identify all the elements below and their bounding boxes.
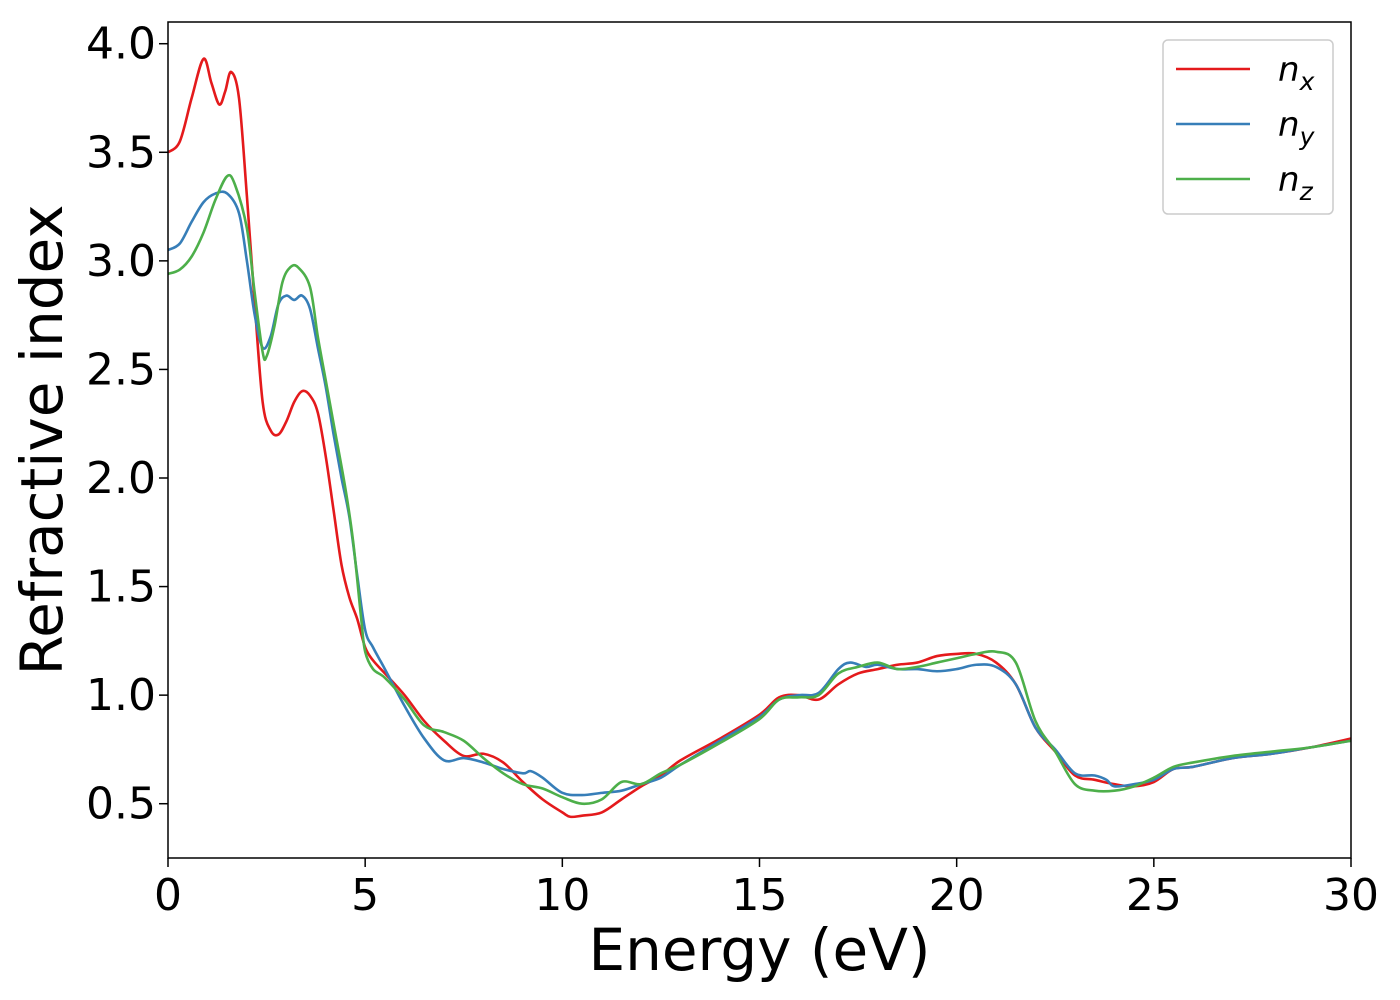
legend-box bbox=[1162, 39, 1334, 215]
y-tick-label: 1.5 bbox=[86, 562, 156, 613]
legend-label-ny: ny bbox=[1278, 105, 1316, 151]
y-tick-label: 3.5 bbox=[86, 127, 156, 178]
y-tick-label: 2.0 bbox=[86, 453, 156, 504]
y-tick-label: 2.5 bbox=[86, 344, 156, 395]
legend-label-nz: nz bbox=[1278, 160, 1314, 206]
series-line-nz bbox=[168, 173, 1351, 806]
legend: nx ny nz bbox=[1162, 39, 1334, 215]
x-tick-label: 30 bbox=[1323, 870, 1379, 921]
x-tick-label: 5 bbox=[351, 870, 379, 921]
y-tick-label: 4.0 bbox=[86, 19, 156, 70]
y-tick-label: 0.5 bbox=[86, 779, 156, 830]
y-axis-title: Refractive index bbox=[8, 204, 76, 675]
x-axis-title: Energy (eV) bbox=[588, 916, 930, 984]
x-tick-label: 20 bbox=[929, 870, 985, 921]
x-tick-label: 15 bbox=[732, 870, 788, 921]
series-lines bbox=[168, 57, 1351, 819]
x-tick-label: 0 bbox=[154, 870, 182, 921]
legend-label-nx: nx bbox=[1278, 50, 1315, 96]
y-tick-label: 1.0 bbox=[86, 670, 156, 721]
x-tick-label: 10 bbox=[534, 870, 590, 921]
y-axis: 0.5 1.0 1.5 2.0 2.5 3.0 3.5 4.0 bbox=[86, 19, 168, 830]
x-axis: 0 5 10 15 20 25 30 bbox=[154, 858, 1379, 921]
series-line-ny bbox=[168, 190, 1351, 797]
y-tick-label: 3.0 bbox=[86, 236, 156, 287]
x-tick-label: 25 bbox=[1126, 870, 1182, 921]
